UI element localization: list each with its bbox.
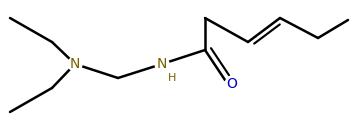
Circle shape [155,57,169,71]
Text: H: H [168,73,176,83]
Text: N: N [157,57,167,71]
Text: N: N [70,57,80,71]
Text: O: O [227,77,238,91]
Circle shape [68,57,82,71]
Circle shape [225,77,239,91]
